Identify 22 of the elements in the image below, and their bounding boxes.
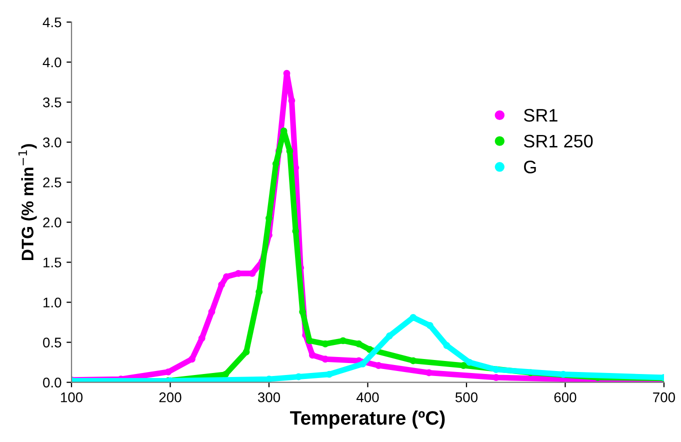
y-tick-label: 0.5	[43, 338, 62, 348]
y-tick-label: 4.5	[42, 18, 62, 28]
x-tick-label: 500	[455, 392, 478, 402]
y-tick-label: 2.0	[43, 218, 62, 228]
y-tick-label: 4.0	[42, 57, 62, 68]
x-axis-title: Temperature (ºC)	[290, 410, 445, 429]
x-tick-label: 600	[554, 392, 576, 402]
x-tick-label: 200	[159, 392, 182, 402]
x-tick-label: 700	[653, 392, 676, 402]
legend-label: G	[524, 160, 536, 174]
y-tick-label: 0.0	[43, 378, 62, 388]
x-tick-label: 300	[258, 392, 280, 402]
legend-label: SR1 250	[524, 134, 593, 148]
x-tick-label: 100	[60, 392, 83, 402]
legend-label: SR1	[524, 108, 558, 122]
x-tick-label: 400	[356, 392, 379, 402]
y-tick-label: 1.0	[44, 298, 62, 308]
y-tick-label: 1.5	[44, 258, 62, 268]
y-tick-label: 3.0	[43, 138, 62, 148]
y-tick-label: 3.5	[43, 97, 62, 108]
y-axis-title: DTG (% min$^{−1}$)	[18, 144, 37, 260]
y-tick-label: 2.5	[43, 178, 62, 188]
